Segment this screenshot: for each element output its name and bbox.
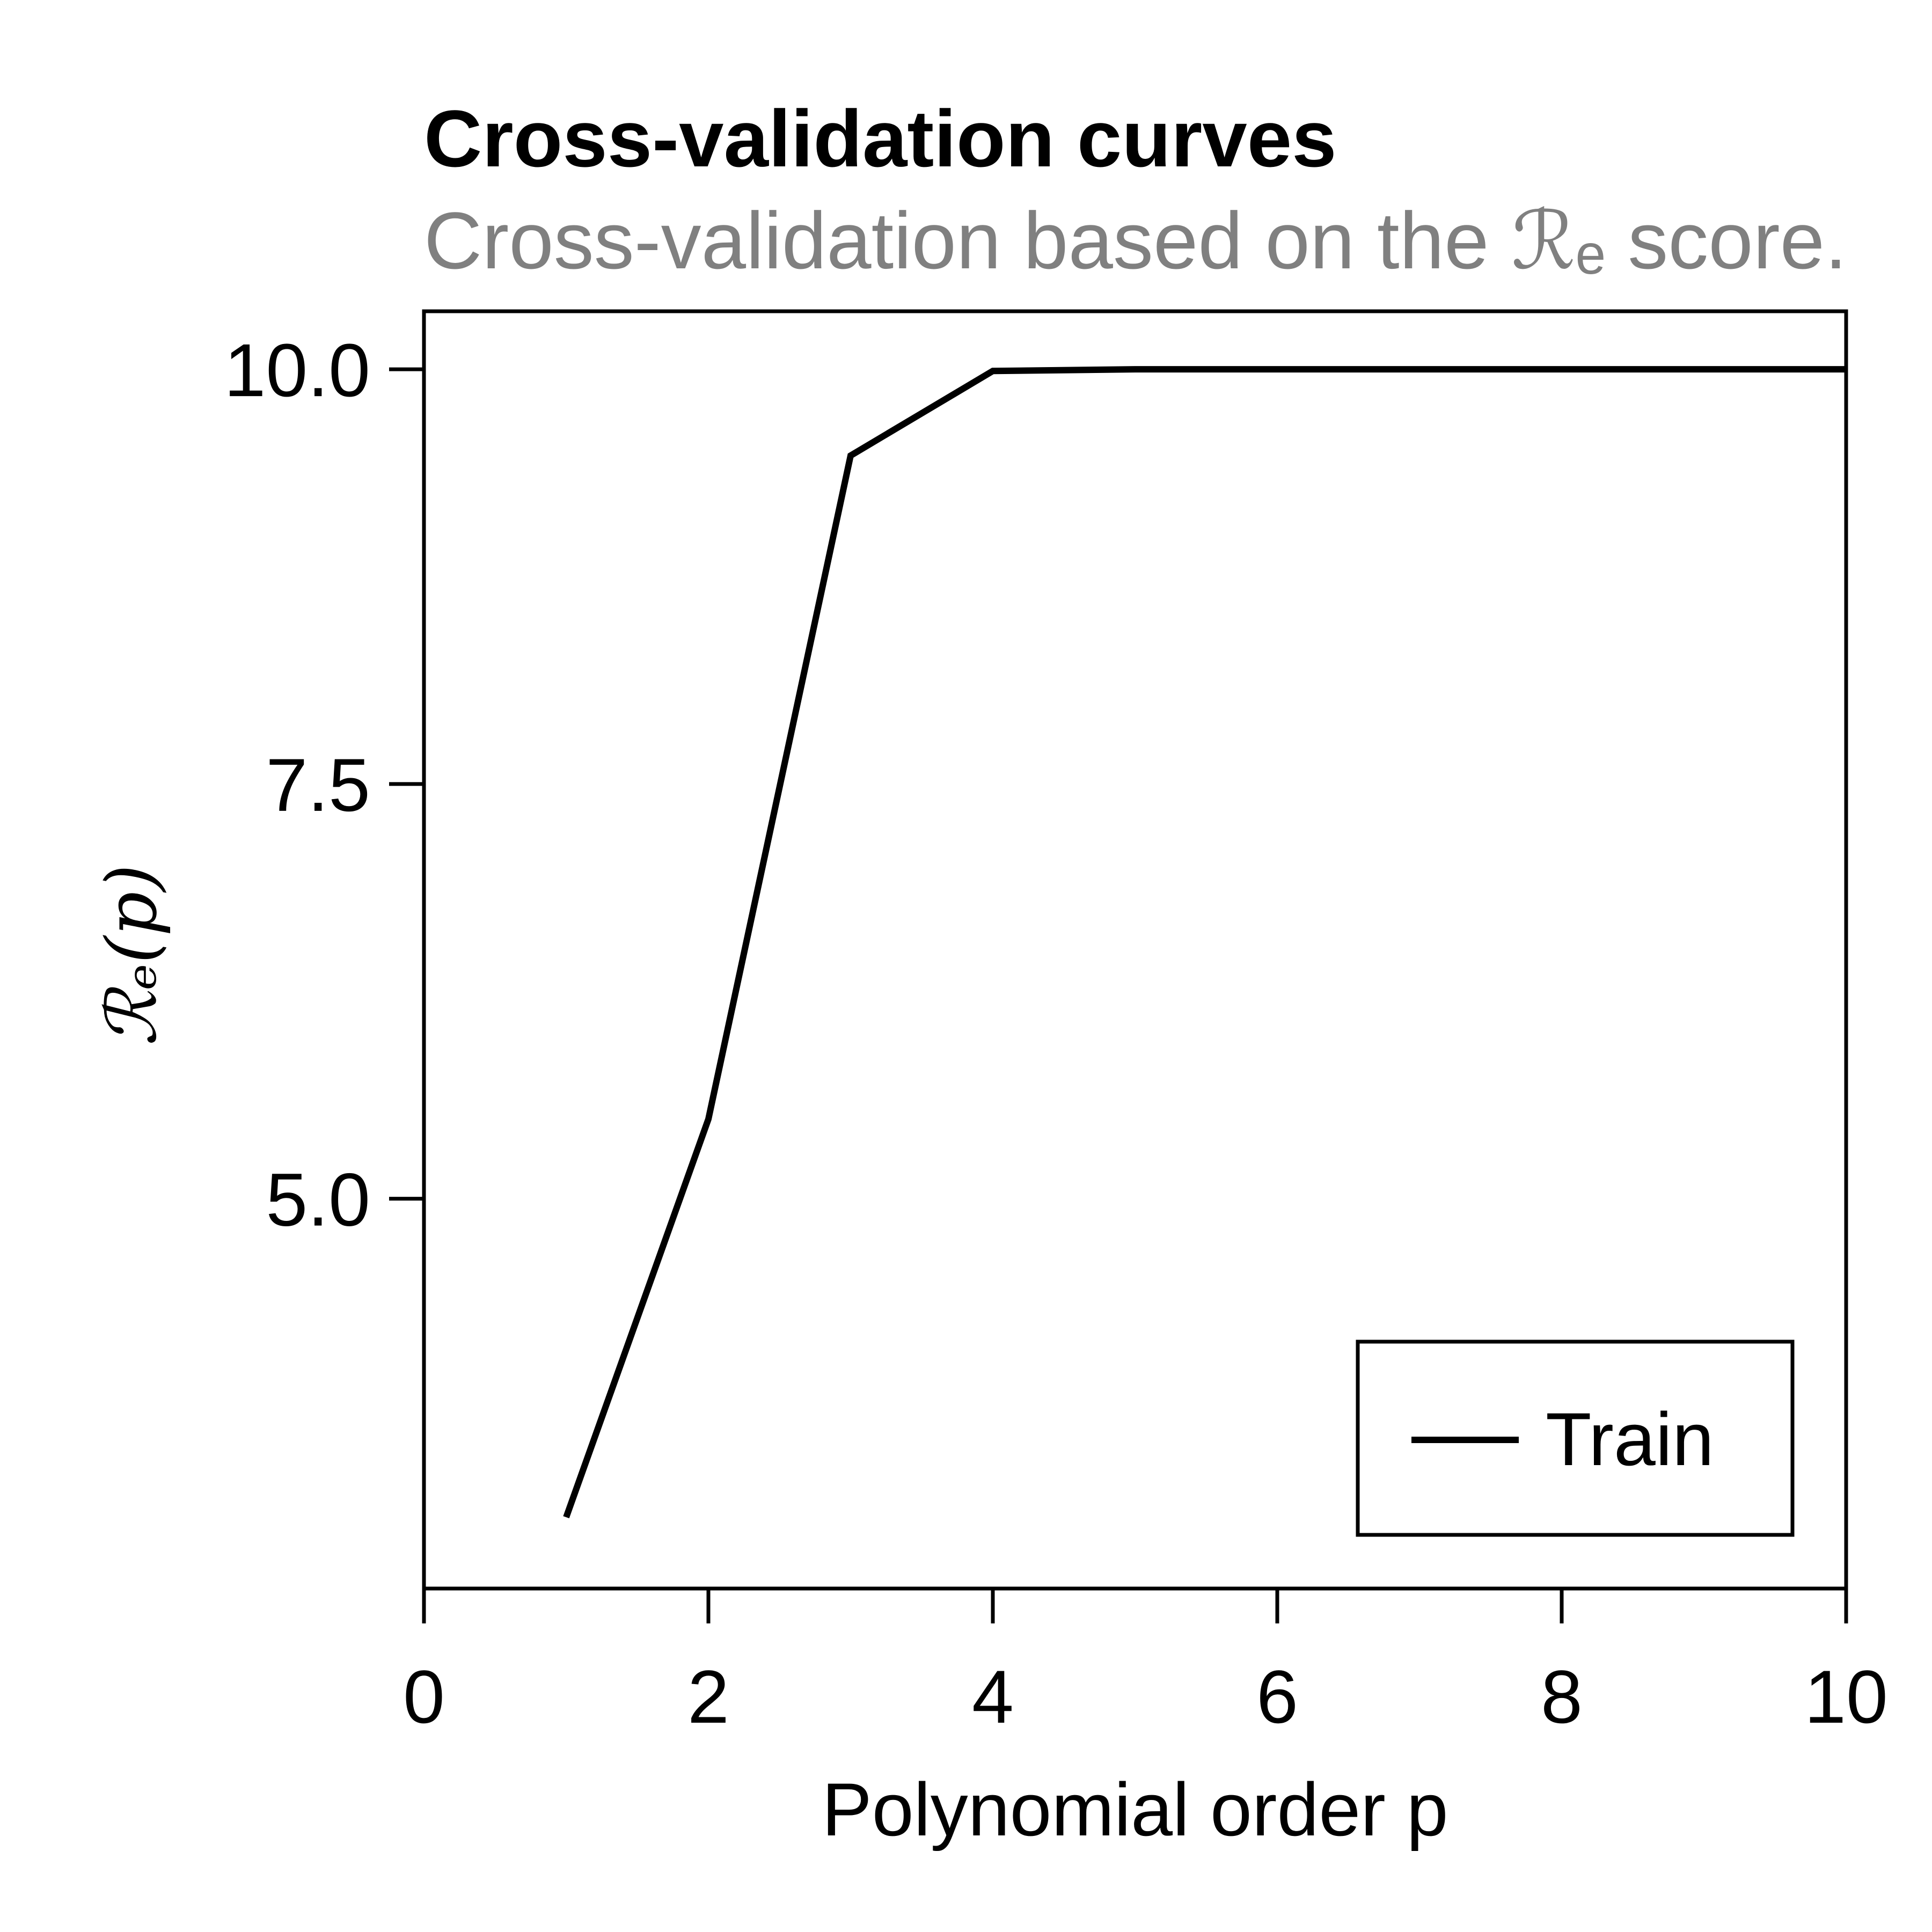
plot-area: [422, 309, 1848, 1591]
chart-title: Cross-validation curves: [424, 93, 1337, 184]
legend: Train: [1356, 1340, 1795, 1537]
y-axis: 5.0 7.5 10.0: [224, 328, 424, 1242]
x-axis-label: Polynomial order p: [822, 1767, 1448, 1851]
y-tick-label: 10.0: [224, 328, 370, 412]
y-tick-label: 7.5: [266, 743, 370, 827]
series-line-train: [563, 366, 1846, 1519]
x-axis: 0 2 4 6 8 10: [403, 1589, 1888, 1739]
x-tick-label: 0: [403, 1655, 445, 1739]
x-tick-label: 4: [972, 1655, 1014, 1739]
x-tick-label: 10: [1804, 1655, 1888, 1739]
plot-frame: [422, 309, 1848, 1591]
legend-label-train: Train: [1546, 1397, 1714, 1481]
y-tick-label: 5.0: [266, 1158, 370, 1242]
series-layer: [563, 366, 1846, 1519]
x-tick-label: 2: [687, 1655, 729, 1739]
chart-subtitle: Cross-validation based on the ℛₑ score.: [424, 195, 1847, 286]
x-tick-label: 8: [1541, 1655, 1583, 1739]
x-tick-label: 6: [1256, 1655, 1298, 1739]
y-axis-label: ℛₑ(p): [91, 865, 172, 1046]
